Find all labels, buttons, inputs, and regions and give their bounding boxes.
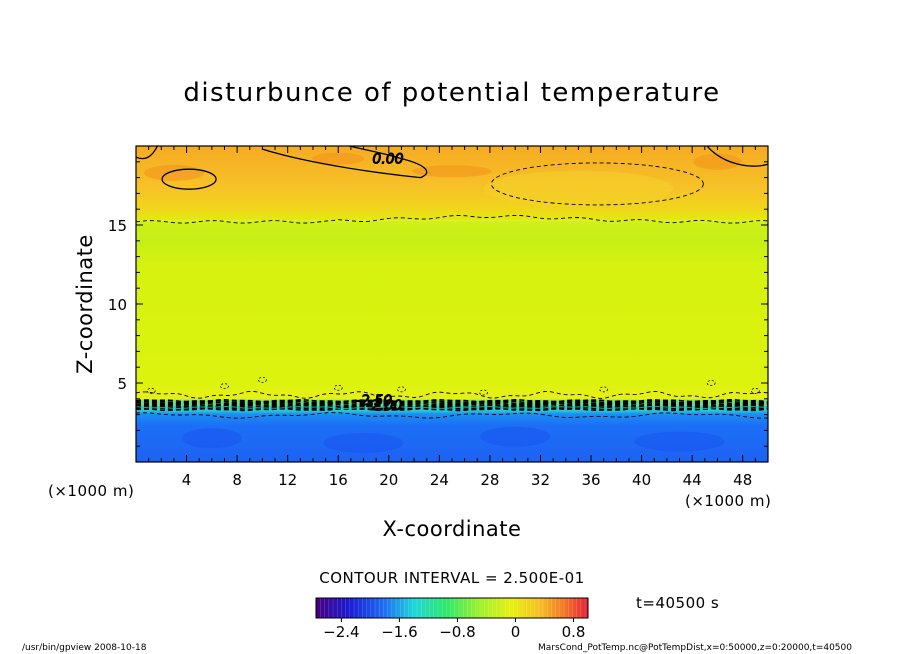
contour-upper-closed: [490, 162, 704, 206]
small-contour-2: [257, 376, 267, 383]
colorbar-tick-label: 0: [511, 623, 521, 641]
contour-label: -2.00: [366, 398, 402, 414]
warm-spot-0: [143, 164, 204, 181]
cold-patch-1: [323, 433, 404, 454]
x-unit-left: (×1000 m): [48, 482, 134, 500]
x-tick-label: 36: [581, 471, 600, 489]
colorbar: −2.4 −1.6 −0.8 0 0.8: [315, 597, 589, 641]
contour-label: 0.00: [372, 152, 403, 168]
contour-zero-b: [161, 168, 217, 190]
y-tick-label: 10: [108, 296, 127, 314]
x-tick-label: 20: [379, 471, 398, 489]
small-contour-3: [333, 384, 343, 391]
x-tick-label: 16: [329, 471, 348, 489]
x-tick-label: 40: [632, 471, 651, 489]
contour-zero-c: [706, 146, 768, 167]
lower-contour: [136, 412, 768, 419]
colorbar-tick-label: 0.8: [562, 623, 586, 641]
footer-left: /usr/bin/gpview 2008-10-18: [22, 643, 147, 653]
small-contour-8: [750, 387, 760, 394]
inversion-contour-2: [136, 401, 768, 405]
cold-patch-2: [480, 426, 551, 447]
contour-lines: 0.00 -2.50-2.00: [136, 146, 768, 419]
colorbar-frame: [315, 597, 589, 619]
contour-interval-text: CONTOUR INTERVAL = 2.500E-01: [319, 569, 584, 587]
contour-label: -2.50: [356, 393, 392, 409]
inversion-contour-1: [136, 400, 768, 404]
x-tick-label: 44: [683, 471, 702, 489]
x-tick-label: 8: [232, 471, 242, 489]
small-contour-5: [479, 389, 489, 396]
warm-spot-1: [312, 152, 365, 165]
colorbar-bands: [316, 598, 588, 618]
contour-zero-a: [262, 146, 428, 179]
x-unit-right: (×1000 m): [685, 492, 771, 510]
axis-ticks: [136, 146, 768, 462]
small-contour-1: [220, 383, 229, 390]
inversion-contour-6: [136, 405, 768, 410]
contour-4: [136, 390, 768, 399]
x-tick-label: 24: [430, 471, 449, 489]
small-contour-7: [706, 380, 716, 386]
small-contour-4: [397, 386, 406, 393]
layer-band-3: [136, 146, 768, 221]
cold-patch-3: [634, 431, 725, 452]
contour-cyan: [136, 405, 768, 410]
layer-band-2: [136, 220, 768, 401]
plot-area: [136, 146, 768, 462]
x-tick-label: 12: [278, 471, 297, 489]
footer-right: MarsCond_PotTemp.nc@PotTempDist,x=0:5000…: [538, 643, 852, 653]
x-tick-label: 32: [531, 471, 550, 489]
warm-spot-2: [693, 153, 742, 170]
contour-zero-d: [136, 146, 159, 160]
colorbar-tick-label: −1.6: [381, 623, 417, 641]
x-tick-label: 28: [480, 471, 499, 489]
cold-patch-0: [181, 428, 242, 449]
warm-spot-3: [412, 165, 492, 178]
small-contour-0: [146, 387, 156, 394]
x-tick-label: 4: [182, 471, 192, 489]
inversion-contour-0: [136, 398, 768, 403]
y-axis-label: Z-coordinate: [73, 234, 97, 374]
colorbar-tick-label: −0.8: [439, 623, 475, 641]
inversion-contour-8: [136, 407, 768, 412]
chart-title: disturbunce of potential temperature: [183, 78, 720, 108]
colorbar-tick-label: −2.4: [323, 623, 359, 641]
small-contour-6: [599, 386, 609, 393]
contour-15: [136, 214, 768, 224]
x-tick-label: 48: [733, 471, 752, 489]
time-text: t=40500 s: [636, 594, 719, 612]
inversion-contour-5: [136, 404, 768, 408]
y-tick-label: 5: [117, 375, 127, 393]
cool-region: [483, 170, 674, 207]
colorbar-ticks: −2.4 −1.6 −0.8 0 0.8: [323, 618, 585, 641]
x-axis-label: X-coordinate: [383, 517, 522, 541]
y-tick-label: 15: [108, 217, 127, 235]
